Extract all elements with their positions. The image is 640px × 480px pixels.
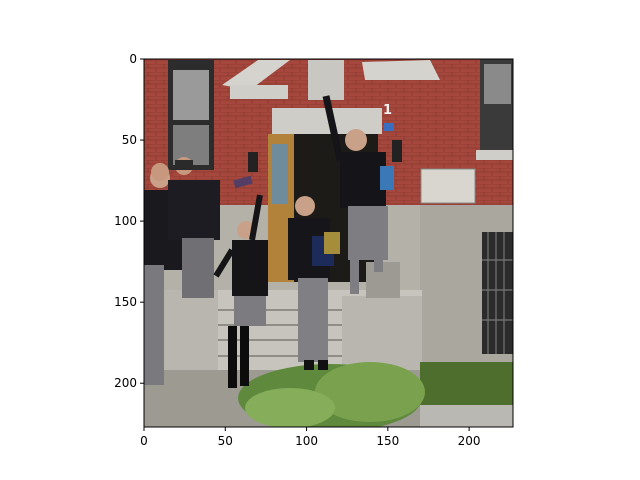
- y-tick-label: 150: [114, 295, 137, 309]
- student-group-left: [151, 157, 220, 298]
- student-boy-center: [288, 196, 340, 370]
- y-tick-label: 200: [114, 376, 137, 390]
- x-tick-label: 50: [218, 434, 233, 448]
- lawn: [420, 362, 513, 407]
- y-tick-label: 100: [114, 214, 137, 228]
- y-tick-label: 0: [129, 52, 137, 66]
- sign-number: 1: [383, 103, 392, 118]
- y-axis: 0 50 100 150 200: [114, 52, 144, 390]
- x-tick-label: 100: [295, 434, 318, 448]
- lamp-left-icon: [248, 152, 258, 172]
- student-boy-top-right: [322, 95, 394, 294]
- student-girl-jumping: [213, 175, 268, 388]
- barred-window: [482, 232, 513, 354]
- step-pillar-right: [342, 296, 422, 370]
- step-pillar-left: [160, 290, 218, 370]
- keystone: [308, 60, 344, 100]
- plaque: [420, 168, 476, 204]
- photo: 1: [144, 59, 513, 427]
- x-tick-label: 200: [458, 434, 481, 448]
- axes-frame: [143, 58, 514, 428]
- x-tick-label: 0: [140, 434, 148, 448]
- y-tick-label: 50: [122, 133, 137, 147]
- lamp-right-icon: [392, 140, 402, 162]
- x-tick-label: 150: [376, 434, 399, 448]
- pediment-left: [222, 60, 290, 90]
- x-axis: 0 50 100 150 200: [140, 427, 481, 448]
- pediment-right: [362, 60, 440, 80]
